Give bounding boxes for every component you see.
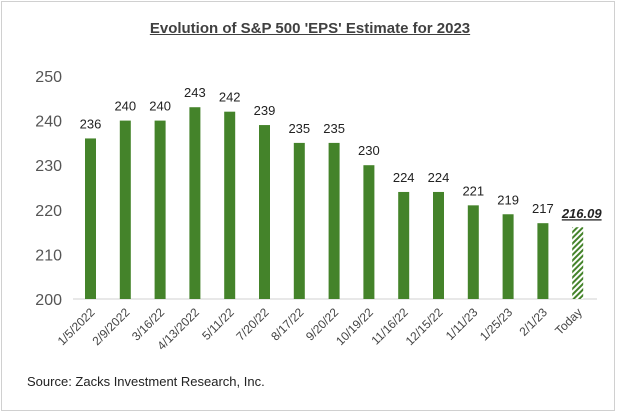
- x-tick-label: 5/11/22: [199, 305, 237, 343]
- y-tick-label: 220: [35, 203, 62, 220]
- data-label: 216.09: [561, 206, 603, 221]
- bar-3/16/22: [154, 120, 166, 299]
- bar-9/20/22: [328, 142, 340, 299]
- x-tick-label: Today: [552, 305, 585, 338]
- x-tick-label: 1/5/2022: [55, 305, 98, 348]
- data-label: 240: [149, 99, 171, 114]
- bar-7/20/22: [259, 125, 270, 299]
- bar-4/13/2022: [189, 107, 201, 299]
- y-tick-label: 200: [35, 292, 62, 309]
- y-tick-label: 250: [35, 69, 62, 86]
- bar-11/16/22: [398, 191, 410, 299]
- data-label: 242: [219, 90, 241, 105]
- bar-8/17/22: [293, 142, 305, 299]
- x-tick-label: 2/9/2022: [89, 305, 132, 348]
- x-tick-label: 1/11/23: [443, 305, 481, 343]
- bar-Today: [572, 227, 584, 299]
- data-label: 221: [462, 183, 484, 198]
- data-label: 239: [254, 103, 276, 118]
- y-tick-label: 230: [35, 158, 62, 175]
- source-note: Source: Zacks Investment Research, Inc.: [27, 374, 265, 389]
- data-label: 224: [428, 170, 450, 185]
- data-label: 224: [393, 170, 415, 185]
- y-tick-label: 240: [35, 114, 62, 131]
- bar-5/11/22: [224, 111, 236, 300]
- bar-1/25/23: [502, 214, 514, 299]
- data-label: 236: [80, 116, 102, 131]
- x-tick-label: 1/25/23: [477, 305, 515, 343]
- bar-1/5/2022: [85, 138, 96, 299]
- x-tick-label: 8/17/22: [268, 305, 306, 343]
- data-label: 217: [532, 201, 554, 216]
- bar-12/15/22: [433, 191, 444, 299]
- data-label: 243: [184, 85, 206, 100]
- chart-frame: [1, 1, 615, 411]
- chart-title: Evolution of S&P 500 'EPS' Estimate for …: [149, 20, 471, 37]
- data-label: 235: [323, 121, 345, 136]
- data-label: 219: [497, 192, 519, 207]
- data-label: 230: [358, 143, 380, 158]
- x-tick-label: 10/19/22: [333, 305, 376, 348]
- x-tick-label: 7/20/22: [233, 305, 271, 343]
- bar-2/9/2022: [119, 120, 131, 299]
- bar-10/19/22: [363, 165, 375, 299]
- x-tick-label: 2/1/23: [517, 305, 551, 339]
- bar-2/1/23: [537, 223, 549, 299]
- x-tick-label: 12/15/22: [403, 305, 446, 348]
- bar-1/11/23: [467, 205, 479, 299]
- y-tick-label: 210: [35, 247, 62, 264]
- data-label: 240: [114, 99, 136, 114]
- data-label: 235: [288, 121, 310, 136]
